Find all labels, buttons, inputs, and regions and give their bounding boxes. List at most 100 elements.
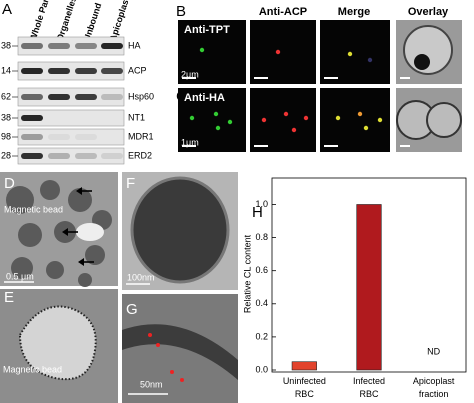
particle <box>18 223 42 247</box>
blot-band <box>21 68 43 74</box>
electron-micrographs: Magnetic bead 0.5 μm Magnetic bead 100nm 50n… <box>0 172 238 403</box>
signal <box>275 49 281 55</box>
blot-band <box>48 134 70 140</box>
scale-label: 1μm <box>181 137 199 147</box>
value-label: ND <box>427 346 440 356</box>
column-header: Anti-ACP <box>259 6 307 18</box>
row-label: HA <box>128 40 141 50</box>
particle <box>68 188 92 212</box>
fluorescence-image <box>178 88 246 152</box>
bar <box>291 361 317 371</box>
column-header: Overlay <box>408 6 449 18</box>
blot-band <box>101 68 123 74</box>
x-tick-label: Uninfected RBC <box>283 376 326 399</box>
signal <box>227 119 233 125</box>
signal <box>335 115 341 121</box>
signal <box>303 115 309 121</box>
row-label: MDR1 <box>128 131 154 141</box>
row-label: ACP <box>128 65 147 75</box>
mw-label: 62 <box>1 91 11 101</box>
lane-label: Apicoplast <box>108 0 132 42</box>
blot-band <box>75 153 97 159</box>
cell <box>426 102 462 138</box>
arrow-head <box>62 228 68 236</box>
row-label: Hsp60 <box>128 91 154 101</box>
vesicle <box>76 223 104 241</box>
mw-label: 38 <box>1 112 11 122</box>
y-tick-label: 0.4 <box>255 298 268 308</box>
gold-particle <box>148 333 152 337</box>
panel-label: A <box>2 1 12 18</box>
panel-label: F <box>126 175 135 192</box>
mw-label: 38 <box>1 40 11 50</box>
blot-band <box>75 43 97 49</box>
fluorescence-image <box>250 88 316 152</box>
signal <box>215 125 221 131</box>
signal <box>363 125 369 131</box>
membrane-band <box>122 324 238 380</box>
fluorescence-image <box>178 20 246 84</box>
blot-band <box>21 134 43 140</box>
signal <box>261 117 267 123</box>
particle <box>6 186 34 214</box>
y-tick-label: 0.6 <box>255 265 268 275</box>
signal <box>213 111 219 117</box>
y-tick-label: 1.0 <box>255 199 268 209</box>
row-label: ERD2 <box>128 150 152 160</box>
organelle <box>130 176 230 284</box>
plot-frame <box>271 177 467 373</box>
scale-label: 0.5 μm <box>6 271 34 281</box>
particle <box>11 257 33 279</box>
image-label: Anti-HA <box>184 92 225 104</box>
blot-band <box>21 43 43 49</box>
particle <box>78 273 92 287</box>
signal <box>377 117 383 123</box>
membrane <box>18 305 97 381</box>
signal <box>199 47 205 53</box>
blot-band <box>21 115 43 121</box>
annotation: Magnetic bead <box>3 364 62 374</box>
arrow-head <box>78 258 84 266</box>
lane-label: Organelles <box>55 0 79 42</box>
lane-label: Whole Parasite <box>28 0 57 42</box>
blot-band <box>48 68 70 74</box>
arrow-head <box>76 187 82 195</box>
mw-label: 14 <box>1 65 11 75</box>
particle <box>46 261 64 279</box>
blot-band <box>75 134 97 140</box>
gold-particle <box>170 370 174 374</box>
column-header: Merge <box>338 6 370 18</box>
scale-label: 2μm <box>181 69 199 79</box>
y-axis-label: Relative CL content <box>242 234 252 313</box>
signal <box>357 111 363 117</box>
panel-label: E <box>4 289 14 306</box>
parasite <box>414 54 430 70</box>
y-tick-label: 0.0 <box>255 364 268 374</box>
gold-particle <box>156 343 160 347</box>
y-tick-label: 0.2 <box>255 331 268 341</box>
micrographs: Anti-TPT 2μm Anti-HA 1μm <box>178 20 462 152</box>
signal <box>291 127 297 133</box>
blot-band <box>101 43 123 49</box>
lane-label: Unbound <box>82 2 104 43</box>
panel-label: B <box>176 3 186 20</box>
annotation: Magnetic bead <box>4 204 63 214</box>
particle <box>85 245 105 265</box>
fluorescence-image <box>250 20 316 84</box>
signal <box>283 111 289 117</box>
image-label: Anti-TPT <box>184 24 230 36</box>
x-tick-label: Apicoplast fraction <box>413 376 455 399</box>
blot-band <box>75 94 97 100</box>
row-label: NT1 <box>128 112 145 122</box>
x-tick-label: Infected RBC <box>353 376 385 399</box>
signal <box>189 115 195 121</box>
mw-label: 28 <box>1 150 11 160</box>
particle <box>40 180 60 200</box>
gold-particle <box>180 378 184 382</box>
blot-band <box>48 94 70 100</box>
blot-band <box>101 153 123 159</box>
blot-band <box>48 153 70 159</box>
blot-band <box>101 94 123 100</box>
mw-label: 98 <box>1 131 11 141</box>
